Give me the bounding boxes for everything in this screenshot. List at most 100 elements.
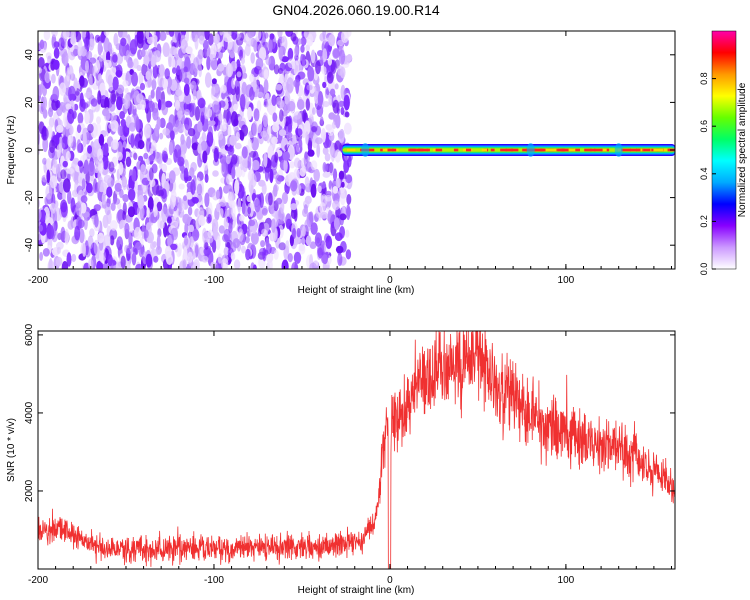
heatmap-cell: [261, 182, 267, 195]
heatmap-cell: [48, 117, 55, 128]
heatmap-cell: [67, 220, 75, 230]
heatmap-cell: [88, 73, 93, 90]
heatmap-cell: [170, 243, 178, 250]
heatmap-cell: [89, 57, 97, 64]
heatmap-cell: [207, 108, 213, 118]
heatmap-cell: [278, 46, 284, 61]
heatmap-cell: [147, 36, 155, 45]
y-tick-label: 4000: [24, 401, 35, 424]
heatmap-cell: [133, 152, 138, 161]
heatmap-cell: [201, 255, 209, 263]
heatmap-cell: [256, 91, 264, 98]
heatmap-cell: [145, 70, 151, 81]
heatmap-cell: [98, 134, 105, 146]
heatmap-cell: [170, 227, 179, 241]
heatmap-cell: [231, 78, 236, 90]
heatmap-cell: [150, 56, 157, 67]
heatmap-cell: [294, 157, 301, 169]
heatmap-cell: [271, 218, 276, 233]
heatmap-cell: [143, 229, 149, 239]
heatmap-cell: [324, 153, 331, 162]
heatmap-cell: [274, 151, 279, 163]
heatmap-cell: [214, 150, 220, 161]
heatmap-cell: [56, 246, 62, 254]
heatmap-peak: [621, 148, 631, 152]
heatmap-cell: [150, 241, 156, 250]
heatmap-cell: [301, 237, 306, 245]
heatmap-cell: [159, 132, 164, 140]
heatmap-cell: [170, 130, 175, 141]
heatmap-peak: [505, 148, 514, 152]
heatmap-cell: [139, 128, 143, 139]
heatmap-cell: [80, 195, 88, 203]
heatmap-cell: [216, 203, 221, 213]
heatmap-cell: [237, 197, 242, 213]
heatmap-cell: [346, 204, 351, 221]
heatmap-cell: [69, 125, 74, 136]
heatmap-cell: [314, 232, 322, 247]
heatmap-cell: [156, 116, 161, 130]
heatmap-cell: [225, 155, 231, 165]
heatmap-cell: [296, 99, 305, 110]
heatmap-cell: [213, 33, 220, 45]
heatmap-cell: [322, 81, 327, 89]
heatmap-cell: [322, 162, 327, 173]
heatmap-cell: [215, 263, 223, 269]
heatmap-cell: [247, 138, 253, 153]
heatmap-cell: [326, 71, 334, 84]
heatmap-cell: [93, 239, 100, 256]
heatmap-cell: [151, 78, 157, 91]
heatmap-cell: [110, 202, 116, 211]
heatmap-cell: [210, 54, 216, 61]
snr-series-line: [38, 331, 675, 569]
heatmap-cell: [319, 202, 326, 214]
heatmap-cell: [219, 31, 224, 36]
heatmap-cell: [38, 84, 43, 97]
heatmap-cell: [192, 197, 199, 204]
heatmap-cell: [60, 169, 67, 180]
heatmap-cell: [67, 190, 72, 205]
heatmap-cell: [334, 140, 342, 152]
heatmap-cell: [46, 224, 55, 240]
heatmap-cell: [278, 242, 286, 251]
heatmap-cell: [64, 228, 69, 245]
heatmap-cell: [330, 59, 337, 74]
heatmap-cell: [146, 137, 151, 153]
heatmap-cell: [150, 89, 155, 99]
heatmap-cell: [125, 156, 132, 167]
heatmap-cell: [59, 48, 68, 58]
heatmap-cell: [231, 166, 236, 180]
heatmap-cell: [298, 138, 303, 149]
heatmap-cell: [62, 31, 70, 40]
heatmap-cell: [168, 170, 176, 184]
heatmap-cell: [143, 124, 151, 139]
heatmap-cell: [102, 108, 110, 117]
heatmap-peak: [453, 148, 459, 152]
heatmap-cell: [80, 202, 87, 214]
heatmap-cell: [49, 175, 58, 189]
heatmap-cell: [266, 134, 271, 144]
heatmap-cell: [236, 71, 242, 78]
heatmap-peak: [570, 148, 580, 152]
heatmap-cell: [96, 116, 101, 124]
heatmap-cell: [177, 156, 185, 167]
heatmap-cell: [335, 177, 341, 188]
heatmap-peak: [347, 148, 356, 152]
heatmap-cell: [76, 124, 82, 134]
heatmap-cell: [197, 49, 204, 60]
heatmap-cell: [122, 210, 127, 221]
heatmap-peak: [490, 148, 495, 152]
heatmap-cell: [56, 124, 64, 133]
snr-x-axis-label: Height of straight line (km): [298, 585, 415, 596]
heatmap-cell: [149, 209, 154, 223]
heatmap-cell: [283, 158, 288, 173]
heatmap-cell: [66, 252, 72, 267]
snr-y-axis-label: SNR (10 * v/v): [6, 418, 17, 482]
heatmap-cell: [345, 174, 353, 184]
heatmap-cell: [233, 259, 241, 269]
heatmap-cell: [279, 62, 286, 71]
heatmap-cell: [298, 243, 306, 252]
heatmap-cell: [87, 258, 94, 269]
heatmap-cell: [217, 130, 224, 141]
heatmap-peak: [630, 148, 641, 152]
